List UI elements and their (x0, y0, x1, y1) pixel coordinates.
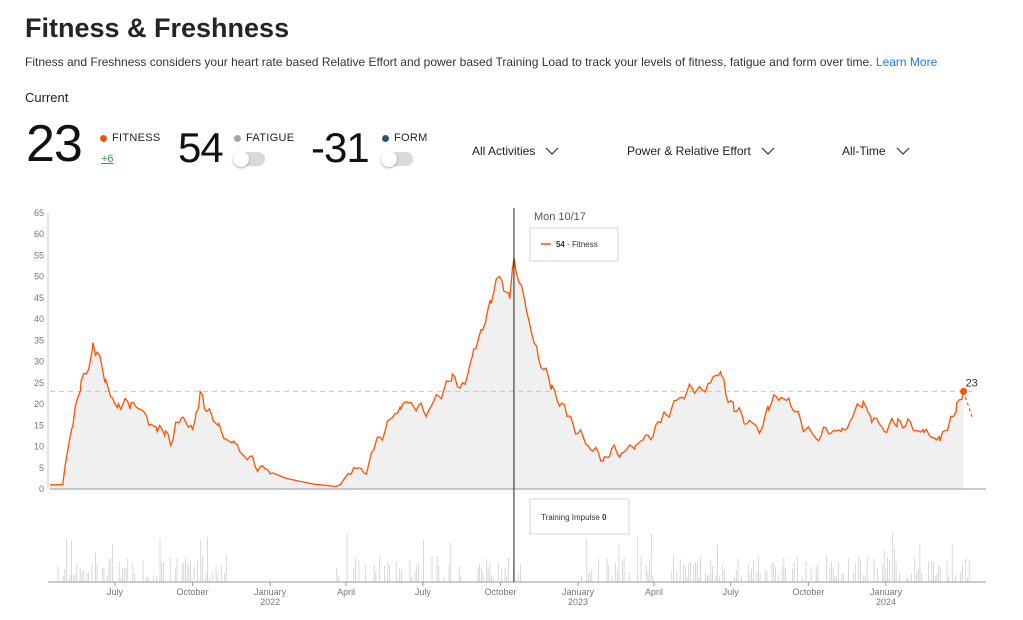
training-impulse-label: Training Impulse (541, 513, 602, 522)
fitness-area (50, 257, 986, 490)
y-tick-label: 60 (34, 229, 44, 239)
x-tick-label: July (107, 587, 124, 597)
y-tick-label: 15 (34, 420, 44, 430)
y-tick-label: 25 (34, 378, 44, 388)
fatigue-legend: FATIGUE (234, 132, 294, 144)
fitness-line: 23 (50, 257, 978, 488)
y-tick-label: 45 (34, 293, 44, 303)
current-label: Current (25, 90, 69, 105)
y-axis: 0 5 10 15 20 25 30 35 40 45 50 55 60 65 (34, 208, 49, 494)
x-tick-label: April (337, 587, 355, 597)
form-dot-icon (382, 134, 389, 142)
y-tick-label: 65 (34, 208, 44, 218)
y-tick-label: 10 (34, 442, 44, 452)
fitness-area-fill (50, 257, 964, 489)
x-tick-label: April (645, 587, 663, 597)
fitness-series-line (50, 257, 965, 488)
fatigue-toggle[interactable] (233, 151, 265, 167)
hover-date-label: Mon 10/17 (534, 211, 586, 223)
x-tick-label: July (415, 587, 432, 597)
metric-type-dropdown[interactable]: Power & Relative Effort (627, 144, 775, 158)
x-tick-label: January (870, 587, 903, 597)
y-tick-label: 35 (34, 335, 44, 345)
training-impulse-tooltip (529, 498, 630, 535)
x-tick-label: January (562, 587, 595, 597)
x-tick-label: July (723, 587, 740, 597)
x-tick-label: October (177, 587, 209, 597)
x-tick-year-label: 2023 (568, 597, 588, 607)
learn-more-link[interactable]: Learn More (875, 55, 938, 69)
x-tick-label: October (484, 587, 516, 597)
range-dropdown[interactable]: All-Time (842, 144, 910, 158)
y-tick-label: 40 (34, 314, 44, 324)
training-impulse-value: 0 (602, 513, 607, 522)
toggle-knob (381, 151, 397, 167)
fatigue-label: FATIGUE (246, 132, 295, 144)
form-toggle[interactable] (381, 151, 413, 167)
fitness-tooltip-text: 54 - Fitness (556, 240, 598, 249)
training-impulse-bars (57, 532, 970, 582)
y-tick-label: 50 (34, 272, 44, 282)
fatigue-value: 54 (178, 124, 224, 171)
y-tick-label: 20 (34, 399, 44, 409)
chevron-down-icon (545, 147, 559, 155)
toggle-knob (233, 151, 249, 167)
fitness-label: FITNESS (112, 132, 161, 144)
fitness-dot-icon (100, 134, 107, 142)
y-tick-label: 55 (34, 250, 44, 260)
y-tick-label: 0 (39, 484, 44, 494)
hover-indicator: Mon 10/17 54 - Fitness Training Impulse 0 (513, 208, 630, 582)
fitness-chart[interactable]: 0 5 10 15 20 25 30 35 40 45 50 55 60 65 23 July Octobe… (0, 195, 1023, 615)
training-impulse-tooltip-text: Training Impulse 0 (541, 513, 607, 522)
y-tick-label: 5 (39, 463, 44, 473)
x-tick-label: October (792, 587, 824, 597)
description-text: Fitness and Freshness considers your hea… (25, 55, 873, 69)
form-legend: FORM (382, 132, 428, 144)
page-title: Fitness & Freshness (25, 13, 290, 43)
fitness-tooltip-suffix: - Fitness (565, 240, 598, 249)
chevron-down-icon (761, 147, 775, 155)
fatigue-dot-icon (234, 134, 241, 142)
chevron-down-icon (896, 147, 909, 155)
activities-dropdown[interactable]: All Activities (472, 144, 559, 158)
fitness-tooltip-value: 54 (556, 240, 565, 249)
fitness-delta: +6 (101, 153, 114, 165)
metric-type-dropdown-label: Power & Relative Effort (627, 144, 751, 158)
form-label: FORM (394, 132, 428, 144)
fitness-legend: FITNESS (100, 132, 161, 144)
range-dropdown-label: All-Time (842, 144, 886, 158)
x-tick-year-label: 2024 (876, 597, 896, 607)
current-fitness-label: 23 (966, 377, 978, 389)
current-fitness-marker (960, 387, 968, 395)
x-tick-label: January (254, 587, 287, 597)
x-tick-year-label: 2022 (260, 597, 280, 607)
page-description: Fitness and Freshness considers your hea… (25, 55, 937, 69)
fitness-value: 23 (26, 115, 83, 173)
form-value: -31 (311, 124, 370, 171)
y-tick-label: 30 (34, 357, 44, 367)
fitness-projection-line (962, 391, 973, 418)
activities-dropdown-label: All Activities (472, 144, 536, 158)
